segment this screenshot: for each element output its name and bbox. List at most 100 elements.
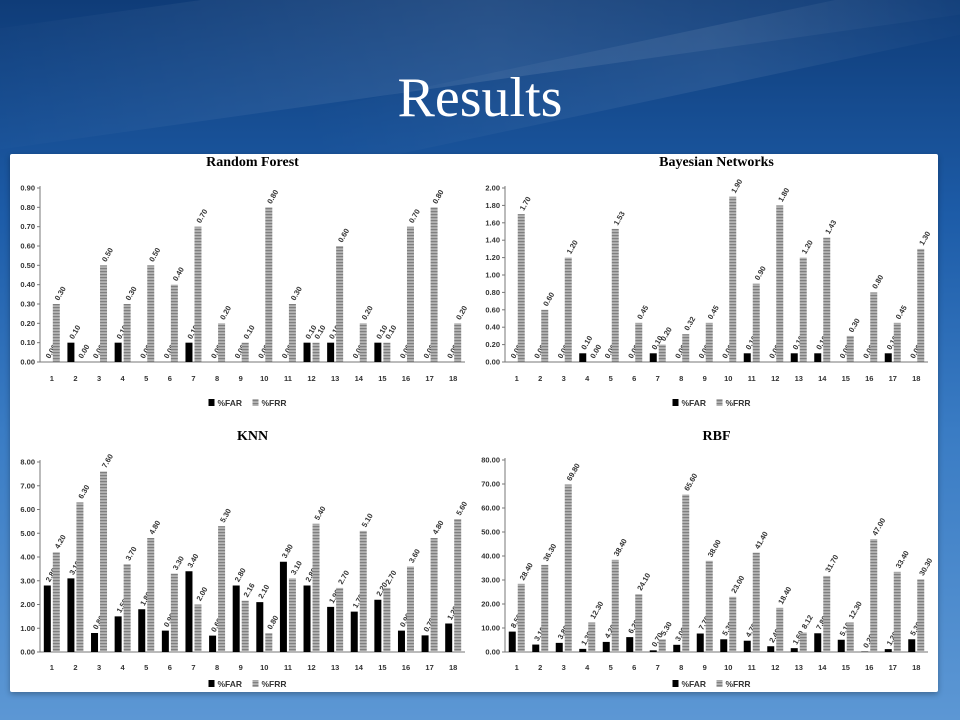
y-tick-label: 2.00 xyxy=(485,184,500,193)
frr-bar xyxy=(729,596,737,652)
chart-title: Random Forest xyxy=(206,155,299,170)
y-tick-label: 0.60 xyxy=(20,242,35,251)
far-bar xyxy=(884,649,892,652)
frr-data-label: 2.16 xyxy=(242,582,257,599)
y-tick-label: 0.50 xyxy=(20,261,35,270)
frr-bar xyxy=(823,575,831,652)
frr-data-label: 3.60 xyxy=(407,547,422,564)
x-tick-label: 5 xyxy=(609,374,613,383)
far-bar xyxy=(138,609,146,652)
x-tick-label: 1 xyxy=(515,374,519,383)
y-tick-label: 1.00 xyxy=(485,271,500,280)
x-tick-label: 2 xyxy=(538,374,542,383)
frr-bar xyxy=(100,265,108,362)
legend-frr-swatch xyxy=(252,399,259,406)
chart-0: Random Forest 0.00 0.10 0.20 0.30 0.40 0.50 0.6… xyxy=(20,155,469,408)
far-bar xyxy=(350,611,358,652)
frr-data-label: 5.60 xyxy=(454,500,469,517)
frr-bar xyxy=(517,583,525,652)
frr-data-label: 47.00 xyxy=(870,516,887,537)
frr-bar xyxy=(564,484,572,652)
x-tick-label: 16 xyxy=(402,663,410,672)
x-tick-label: 2 xyxy=(73,374,77,383)
frr-data-label: 12.30 xyxy=(847,600,864,621)
frr-data-label: 0.80 xyxy=(265,614,280,631)
far-bar xyxy=(814,633,822,652)
frr-data-label: 0.45 xyxy=(635,304,650,321)
frr-data-label: 0.80 xyxy=(265,188,280,205)
frr-bar xyxy=(241,342,249,362)
far-bar xyxy=(67,578,75,652)
frr-bar xyxy=(265,633,273,652)
x-tick-label: 2 xyxy=(73,663,77,672)
frr-bar xyxy=(917,248,925,362)
x-tick-label: 18 xyxy=(449,663,457,672)
y-tick-label: 10.00 xyxy=(481,624,500,633)
x-tick-label: 10 xyxy=(724,663,732,672)
y-tick-label: 6.00 xyxy=(20,505,35,514)
frr-data-label: 5.40 xyxy=(312,505,327,522)
frr-data-label: 0.30 xyxy=(847,317,862,334)
chart-1: Bayesian Networks 0.00 0.20 0.40 0.60 0.80 1.0… xyxy=(485,155,932,408)
far-bar xyxy=(579,648,587,652)
x-tick-label: 12 xyxy=(771,374,779,383)
frr-bar xyxy=(752,283,760,362)
frr-data-label: 0.40 xyxy=(171,266,186,283)
frr-bar xyxy=(170,284,178,362)
y-tick-label: 1.40 xyxy=(485,236,500,245)
x-tick-label: 8 xyxy=(215,374,219,383)
frr-data-label: 2.00 xyxy=(194,585,209,602)
far-bar xyxy=(908,639,916,652)
frr-bar xyxy=(123,564,131,652)
frr-bar xyxy=(776,205,784,362)
chart-2: KNN 0.00 1.00 2.00 3.00 4.00 5.00 6.00 7.00 8.00 2… xyxy=(20,429,469,689)
far-data-label: 2.10 xyxy=(256,583,271,600)
frr-bar xyxy=(823,237,831,362)
frr-data-label: 8.12 xyxy=(800,613,815,630)
x-tick-label: 18 xyxy=(449,374,457,383)
y-tick-label: 1.20 xyxy=(485,253,500,262)
y-tick-label: 0.00 xyxy=(485,358,500,367)
far-bar xyxy=(327,606,335,652)
frr-bar xyxy=(658,639,666,652)
x-tick-label: 6 xyxy=(632,663,636,672)
frr-bar xyxy=(454,519,462,652)
frr-bar xyxy=(288,304,296,362)
y-tick-label: 7.00 xyxy=(20,481,35,490)
frr-data-label: 12.30 xyxy=(588,600,605,621)
far-bar xyxy=(279,561,287,652)
far-bar xyxy=(508,631,516,652)
frr-bar xyxy=(799,257,807,362)
x-tick-label: 12 xyxy=(771,663,779,672)
frr-data-label: 4.80 xyxy=(147,519,162,536)
far-bar xyxy=(602,641,610,652)
y-tick-label: 0.00 xyxy=(20,648,35,657)
frr-data-label: 0.70 xyxy=(407,208,422,225)
x-tick-label: 11 xyxy=(748,663,756,672)
frr-bar xyxy=(336,587,344,652)
y-tick-label: 0.70 xyxy=(20,222,35,231)
x-tick-label: 17 xyxy=(889,663,897,672)
frr-data-label: 30.30 xyxy=(917,557,934,578)
chart-title: RBF xyxy=(703,429,731,444)
frr-bar xyxy=(846,335,854,362)
x-tick-label: 14 xyxy=(355,663,364,672)
y-tick-label: 70.00 xyxy=(481,480,500,489)
frr-bar xyxy=(147,265,155,362)
y-tick-label: 2.00 xyxy=(20,600,35,609)
far-bar xyxy=(185,342,193,362)
frr-bar xyxy=(870,292,878,362)
far-bar xyxy=(374,599,382,652)
frr-data-label: 41.40 xyxy=(753,530,770,551)
frr-data-label: 38.40 xyxy=(612,537,629,558)
frr-data-label: 5.10 xyxy=(360,512,375,529)
frr-data-label: 33.40 xyxy=(894,549,911,570)
frr-bar xyxy=(312,342,320,362)
far-bar xyxy=(232,585,240,652)
frr-data-label: 5.30 xyxy=(659,620,674,637)
frr-bar xyxy=(870,539,878,652)
x-tick-label: 18 xyxy=(912,663,920,672)
x-tick-label: 18 xyxy=(912,374,920,383)
results-panel: Random Forest 0.00 0.10 0.20 0.30 0.40 0.50 0.6… xyxy=(10,154,938,692)
frr-data-label: 23.00 xyxy=(729,574,746,595)
